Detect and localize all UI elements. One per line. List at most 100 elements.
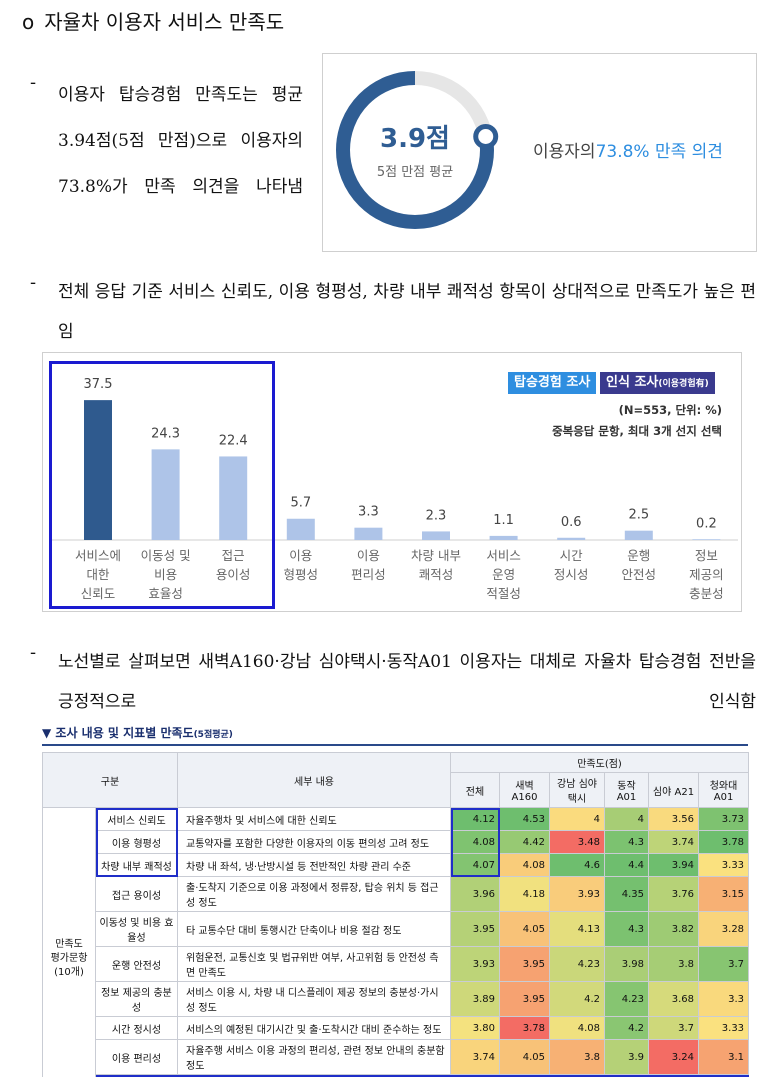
donut-summary: 이용자의73.8% 만족 의견: [533, 137, 723, 162]
bar: [422, 531, 450, 540]
column-header: 동작 A01: [604, 772, 649, 808]
bar: [286, 518, 315, 540]
value-cell: 4.05: [499, 911, 550, 947]
table-row: 이용 형평성 교통약자를 포함한 다양한 이용자의 이동 편의성 고려 정도 4.0…: [43, 830, 750, 854]
bar: [219, 456, 248, 540]
value-cell: 4.35: [604, 876, 649, 912]
item-cell: 이동성 및 비용 효율성: [95, 911, 178, 947]
bar: [84, 400, 112, 540]
value-cell: 3.24: [648, 1039, 699, 1075]
x-tick-label: 시간 정시성: [553, 548, 589, 582]
value-cell: 3.9: [604, 1039, 649, 1075]
value-cell: 4.08: [499, 853, 550, 877]
bar: [692, 539, 721, 540]
bar: [354, 527, 383, 540]
value-label: 0.6: [561, 515, 582, 530]
table-row: 이용 편리성 자율주행 서비스 이용 과정의 편리성, 관련 정보 안내의 충분함…: [43, 1039, 750, 1075]
survey-tag: 인식 조사(이용경험有): [600, 372, 715, 394]
value-cell: 3.7: [697, 946, 750, 982]
value-label: 2.5: [628, 508, 649, 523]
table-row: 이동성 및 비용 효율성 타 교통수단 대비 통행시간 단축이나 비용 절감 정도…: [43, 911, 750, 947]
x-tick-label: 이동성 및 비용 효율성: [140, 548, 191, 601]
summary-lead: 이용자의: [533, 142, 596, 162]
value-cell: 3.56: [648, 807, 699, 831]
table-title-text: ▼ 조사 내용 및 지표별 만족도: [42, 726, 194, 740]
table: 구분 세부 내용 만족도(점) 전체 새벽 A160 강남 심야택시 동작 A01 심야 A2…: [42, 752, 750, 1077]
value-cell: 3.68: [648, 981, 699, 1017]
summary-highlight: 73.8% 만족 의견: [595, 142, 723, 162]
donut-caption: 5점 만점 평균: [376, 165, 454, 180]
table-block: ▼ 조사 내용 및 지표별 만족도(5점평균) 구분 세부 내용 만족도(점) 전체 새…: [42, 722, 750, 1077]
value-cell: 4.3: [604, 911, 649, 947]
header-cell: 구분: [42, 752, 178, 808]
value-cell: 3.1: [697, 1039, 750, 1075]
value-cell: 3.95: [450, 911, 500, 947]
value-cell: 4.08: [450, 830, 500, 854]
heading: o 자율차 이용자 서비스 만족도: [22, 6, 284, 35]
item-cell: 이용 형평성: [95, 830, 178, 854]
item-cell: 이용 편리성: [95, 1039, 178, 1075]
value-cell: 3.7: [648, 1016, 699, 1040]
x-tick-label: 이용 편리성: [351, 548, 386, 582]
bullet-text: 노선별로 살펴보면 새벽A160·강남 심야택시·동작A01 이용자는 대체로 …: [58, 652, 756, 712]
value-cell: 3.78: [697, 830, 750, 854]
column-header: 심야 A21: [648, 772, 699, 808]
value-cell: 3.98: [604, 946, 649, 982]
value-cell: 3.80: [450, 1016, 500, 1040]
bullet-marker: -: [30, 272, 37, 293]
x-tick-label: 이용 형평성: [283, 548, 319, 582]
bullet-marker: -: [30, 642, 37, 663]
donut-panel: [322, 53, 757, 252]
bullet-text: 이용자 탑승경험 만족도는 평균 3.94점(5점 만점)으로 이용자의 73.…: [58, 85, 303, 197]
value-cell: 3.48: [549, 830, 605, 854]
value-cell: 3.82: [648, 911, 699, 947]
chart-panel: [42, 352, 742, 612]
bullet-marker: -: [30, 72, 37, 93]
value-cell: 3.93: [549, 876, 605, 912]
item-cell: 접근 용이성: [95, 876, 178, 912]
item-cell: 운행 안전성: [95, 946, 178, 982]
column-header: 새벽 A160: [499, 772, 550, 808]
bar: [557, 537, 586, 540]
detail-cell: 타 교통수단 대비 통행시간 단축이나 비용 절감 정도: [177, 911, 451, 947]
value-cell: 4.42: [499, 830, 550, 854]
item-cell: 정보 제공의 충분성: [95, 981, 178, 1017]
value-cell: 4.3: [604, 830, 649, 854]
table-row: 접근 용이성 출·도착지 기준으로 이용 과정에서 정류장, 탑승 위치 등 접근…: [43, 876, 750, 912]
bullet-text: 전체 응답 기준 서비스 신뢰도, 이용 형평성, 차량 내부 쾌적성 항목이 …: [58, 282, 756, 342]
value-cell: 3.93: [450, 946, 500, 982]
item-cell: 차량 내부 쾌적성: [95, 853, 178, 877]
table-title: ▼ 조사 내용 및 지표별 만족도(5점평균): [42, 722, 748, 746]
value-cell: 4: [549, 807, 605, 831]
table-row: 정보 제공의 충분성 서비스 이용 시, 차량 내 디스플레이 제공 정보의 충분…: [43, 981, 750, 1017]
donut-value: 3.9점: [380, 124, 450, 154]
value-cell: 3.78: [499, 1016, 550, 1040]
table-title-note: (5점평균): [193, 730, 233, 740]
value-label: 2.3: [426, 508, 447, 523]
heading-marker: o: [22, 10, 35, 34]
detail-cell: 출·도착지 기준으로 이용 과정에서 정류장, 탑승 위치 등 접근성 정도: [177, 876, 451, 912]
x-tick-label: 차량 내부 쾌적성: [411, 548, 461, 582]
detail-cell: 서비스 이용 시, 차량 내 디스플레이 제공 정보의 충분성·가시성 정도: [177, 981, 451, 1017]
item-cell: 시간 정시성: [95, 1016, 178, 1040]
value-cell: 4.6: [549, 853, 605, 877]
value-cell: 4.05: [499, 1039, 550, 1075]
value-cell: 4: [604, 807, 649, 831]
heading-text: 자율차 이용자 서비스 만족도: [44, 10, 285, 34]
tag-sub: (이용경험有): [658, 379, 709, 389]
x-tick-label: 서비스에 대한 신뢰도: [74, 548, 121, 601]
bar: [624, 530, 653, 540]
detail-cell: 서비스의 예정된 대기시간 및 출·도착시간 대비 준수하는 정도: [177, 1016, 451, 1040]
x-tick-label: 서비스 운영 적절성: [486, 548, 521, 601]
value-cell: 3.95: [499, 946, 550, 982]
value-cell: 4.18: [499, 876, 550, 912]
x-tick-label: 정보 제공의 충분성: [689, 548, 724, 601]
table-row: 만족도 평가문항 (10개) 서비스 신뢰도 자율주행차 및 서비스에 대한 신뢰도…: [42, 807, 750, 1077]
detail-cell: 자율주행차 및 서비스에 대한 신뢰도: [177, 807, 451, 831]
value-cell: 3.96: [450, 876, 500, 912]
detail-cell: 차량 내 좌석, 냉·난방시설 등 전반적인 차량 관리 수준: [177, 853, 451, 877]
tag-text: 인식 조사: [606, 375, 659, 390]
donut-knob: [473, 124, 499, 150]
